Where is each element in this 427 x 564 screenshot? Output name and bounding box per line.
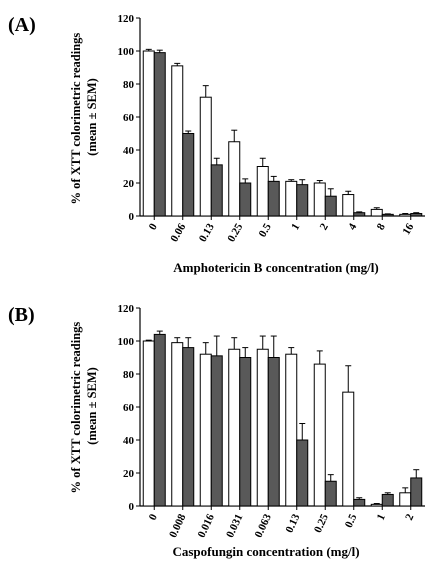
bar-series-2	[210, 355, 223, 507]
y-axis-label-line1: % of XTT colorimetric readings	[69, 322, 83, 494]
bar-series-1	[399, 213, 412, 217]
bar-series-1	[171, 65, 184, 217]
bar-series-2	[353, 498, 366, 507]
bar-series-1	[171, 342, 184, 507]
plot-area: 0 20 40 60 80 100 120 0 0.008 0.016 0.031 0.063 0.13…	[118, 303, 425, 540]
y-tick-label: 80	[123, 79, 135, 91]
bar-series-2	[324, 195, 337, 217]
bar-series-2	[410, 213, 423, 217]
bar-series-1	[256, 348, 269, 507]
bar-series-2	[153, 333, 166, 507]
bar-series-2	[353, 212, 366, 217]
y-tick-label: 60	[123, 402, 135, 414]
y-tick-label: 20	[123, 468, 135, 480]
plot-area: 0 20 40 60 80 100 120 0 0.06 0.13 0.25 0.5 1 2 4 8 16	[118, 13, 425, 244]
bar-series-2	[324, 480, 337, 507]
bar-series-1	[228, 141, 241, 217]
y-tick-label: 20	[123, 178, 135, 190]
bar-series-2	[381, 493, 394, 507]
y-tick-label: 60	[123, 112, 135, 124]
chart-panel-a: (A) % of XTT colorimetric readings (mean…	[8, 13, 425, 275]
bar-series-1	[399, 492, 412, 507]
x-tick-label: 0.5	[257, 221, 275, 239]
bar-series-2	[410, 477, 423, 507]
y-tick-label: 40	[123, 435, 135, 447]
y-axis-label: % of XTT colorimetric readings (mean ± S…	[69, 319, 99, 494]
x-tick-label: 0.008	[167, 512, 189, 540]
bar-series-1	[313, 182, 326, 217]
bar-series-1	[228, 348, 241, 507]
bar-series-2	[153, 52, 166, 217]
bar-series-1	[342, 194, 355, 217]
x-tick-label: 0	[147, 512, 160, 523]
bar-series-2	[267, 357, 280, 507]
panel-label: (A)	[8, 14, 36, 36]
bar-series-1	[342, 391, 355, 507]
x-tick-label: 0.13	[283, 512, 302, 535]
x-tick-label: 16	[400, 221, 416, 237]
bar-series-2	[381, 213, 394, 217]
x-tick-label: 0.13	[197, 221, 217, 244]
bar-series-1	[142, 50, 155, 217]
bar-series-2	[182, 347, 195, 507]
bar-series-2	[296, 439, 309, 507]
y-tick-label: 100	[118, 46, 135, 58]
x-tick-label: 1	[375, 512, 388, 522]
bar-series-1	[199, 353, 212, 507]
bar-series-1	[285, 353, 298, 507]
y-tick-label: 100	[118, 336, 135, 348]
chart-panel-b: (B) % of XTT colorimetric readings (mean…	[8, 303, 425, 559]
bar-series-2	[267, 180, 280, 217]
x-tick-label: 4	[346, 221, 359, 232]
x-tick-label: 0.063	[253, 512, 275, 540]
y-tick-label: 120	[118, 13, 135, 25]
x-axis-label: Amphotericin B concentration (mg/l)	[173, 260, 378, 275]
y-axis-label-line2: (mean ± SEM)	[85, 78, 99, 156]
bar-series-1	[142, 340, 155, 507]
bar-series-2	[296, 184, 309, 217]
bar-series-1	[370, 503, 383, 507]
x-tick-label: 1	[289, 222, 302, 233]
bar-series-2	[239, 182, 252, 217]
bar-series-1	[199, 96, 212, 217]
bar-series-1	[370, 208, 383, 217]
x-tick-label: 0.25	[312, 512, 331, 535]
x-tick-label: 2	[318, 221, 331, 232]
y-axis-label-line2: (mean ± SEM)	[85, 367, 99, 445]
y-tick-label: 0	[129, 211, 135, 223]
y-axis-label: % of XTT colorimetric readings (mean ± S…	[69, 30, 99, 205]
x-tick-label: 0.06	[168, 221, 188, 244]
x-axis-label: Caspofungin concentration (mg/l)	[172, 544, 359, 559]
x-tick-label: 8	[375, 221, 388, 232]
x-tick-label: 0.25	[225, 221, 245, 244]
x-tick-label: 0.016	[196, 512, 218, 540]
x-tick-label: 0.031	[224, 512, 245, 540]
bar-series-1	[285, 180, 298, 217]
y-tick-label: 40	[123, 145, 135, 157]
y-tick-label: 120	[118, 303, 135, 315]
bar-series-2	[210, 164, 223, 217]
x-tick-label: 2	[403, 512, 416, 523]
y-tick-label: 0	[129, 501, 135, 513]
x-tick-label: 0.5	[343, 512, 360, 530]
bar-series-1	[256, 166, 269, 217]
panel-label: (B)	[8, 304, 35, 326]
bar-series-1	[313, 363, 326, 507]
y-axis-label-line1: % of XTT colorimetric readings	[69, 33, 83, 205]
y-tick-label: 80	[123, 369, 135, 381]
x-tick-label: 0	[147, 221, 160, 232]
bar-series-2	[182, 133, 195, 217]
bar-series-2	[239, 357, 252, 507]
